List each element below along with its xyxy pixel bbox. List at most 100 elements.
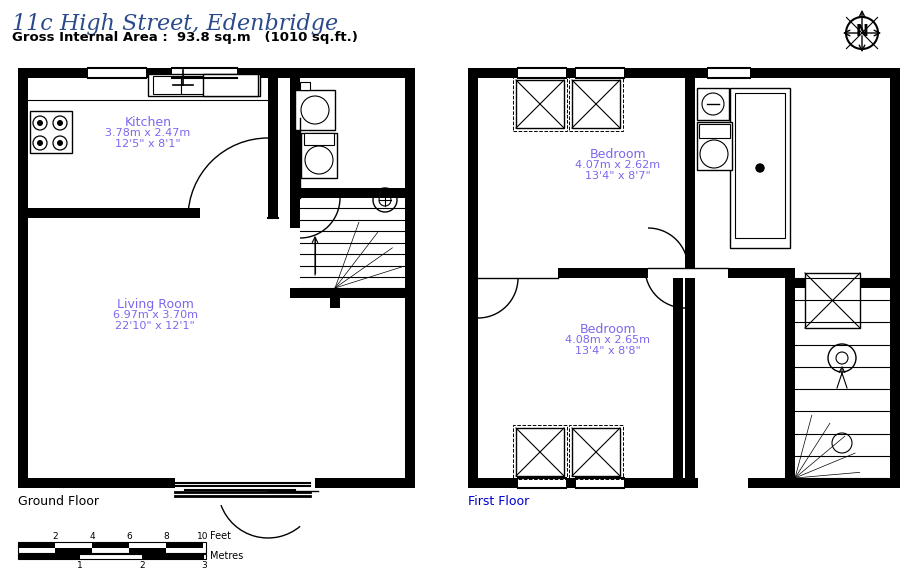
Bar — [148, 74, 260, 96]
Bar — [648, 268, 728, 278]
Text: 22'10" x 12'1": 22'10" x 12'1" — [115, 321, 195, 331]
Text: Kitchen: Kitchen — [124, 116, 172, 129]
Bar — [735, 93, 785, 238]
Bar — [516, 428, 564, 476]
Bar — [290, 78, 300, 228]
Bar — [304, 133, 334, 145]
Bar — [513, 77, 567, 131]
Bar — [478, 268, 558, 278]
Bar — [685, 68, 695, 488]
Bar — [166, 548, 203, 553]
Bar — [304, 133, 334, 145]
Bar — [695, 268, 785, 278]
Bar — [699, 124, 730, 138]
Bar — [300, 82, 310, 90]
Text: 13'4" x 8'8": 13'4" x 8'8" — [575, 346, 641, 356]
Bar — [18, 542, 55, 548]
Text: 11c High Street, Edenbridge: 11c High Street, Edenbridge — [12, 13, 338, 35]
Bar — [516, 80, 564, 128]
Text: Feet: Feet — [210, 531, 231, 541]
Bar — [18, 554, 206, 559]
Bar — [697, 122, 732, 170]
Text: 4.07m x 2.62m: 4.07m x 2.62m — [576, 160, 661, 170]
Bar — [290, 288, 415, 298]
Circle shape — [37, 120, 43, 126]
Bar — [172, 68, 237, 78]
Text: 4: 4 — [90, 532, 95, 541]
Text: N: N — [856, 24, 868, 38]
Text: First Floor: First Floor — [468, 495, 529, 508]
Bar — [730, 88, 790, 248]
Bar — [166, 542, 203, 548]
Text: 1: 1 — [77, 561, 83, 570]
Text: 6.97m x 3.70m: 6.97m x 3.70m — [112, 310, 197, 320]
Circle shape — [756, 164, 764, 172]
Bar — [28, 208, 278, 218]
Bar — [200, 208, 268, 218]
Bar — [268, 78, 278, 218]
Bar — [88, 68, 146, 78]
Text: 2: 2 — [139, 561, 144, 570]
Bar — [795, 278, 890, 288]
Bar — [55, 542, 92, 548]
Bar — [148, 74, 260, 96]
Text: 4.08m x 2.65m: 4.08m x 2.65m — [566, 335, 651, 345]
Bar — [153, 76, 208, 94]
Bar — [142, 554, 204, 559]
Bar — [330, 288, 340, 308]
Bar — [518, 68, 566, 78]
Bar — [203, 74, 258, 96]
Bar — [572, 428, 620, 476]
Bar — [129, 542, 166, 548]
Circle shape — [57, 140, 63, 146]
Bar — [295, 90, 335, 130]
Circle shape — [37, 140, 43, 146]
Bar — [730, 88, 790, 248]
Bar — [30, 111, 72, 153]
Bar — [18, 68, 415, 78]
Text: 6: 6 — [126, 532, 132, 541]
Bar — [55, 548, 92, 553]
Bar — [697, 122, 732, 170]
Bar — [572, 428, 620, 476]
Bar — [805, 273, 860, 328]
Bar — [18, 554, 80, 559]
Bar — [569, 425, 623, 479]
Bar — [300, 82, 310, 90]
Text: Gross Internal Area :  93.8 sq.m   (1010 sq.ft.): Gross Internal Area : 93.8 sq.m (1010 sq… — [12, 31, 358, 44]
Bar — [673, 278, 683, 488]
Bar — [516, 428, 564, 476]
Text: 8: 8 — [163, 532, 169, 541]
Text: 12'5" x 8'1": 12'5" x 8'1" — [115, 139, 181, 149]
Bar — [203, 74, 258, 96]
Bar — [513, 425, 567, 479]
Bar — [18, 542, 206, 553]
Bar — [28, 109, 74, 155]
Text: 13'4" x 8'7": 13'4" x 8'7" — [585, 171, 651, 181]
Bar — [18, 68, 28, 488]
Bar — [129, 548, 166, 553]
Bar — [92, 542, 129, 548]
Bar — [18, 478, 415, 488]
Bar — [516, 80, 564, 128]
Text: 3: 3 — [201, 561, 207, 570]
Bar — [518, 478, 566, 488]
Bar — [569, 77, 623, 131]
Bar — [295, 90, 335, 130]
Text: Bedroom: Bedroom — [579, 323, 636, 336]
Text: 3.78m x 2.47m: 3.78m x 2.47m — [105, 128, 191, 138]
Bar — [80, 554, 142, 559]
Bar — [18, 548, 55, 553]
Bar — [300, 288, 335, 298]
Bar — [468, 68, 900, 78]
Text: Bedroom: Bedroom — [590, 148, 646, 161]
Bar — [785, 268, 795, 488]
Text: 2: 2 — [52, 532, 58, 541]
Text: Ground Floor: Ground Floor — [18, 495, 99, 508]
Bar — [300, 188, 405, 198]
Bar — [576, 478, 624, 488]
Bar — [708, 68, 750, 78]
Bar — [572, 80, 620, 128]
Bar — [175, 478, 315, 488]
Bar — [153, 76, 208, 94]
